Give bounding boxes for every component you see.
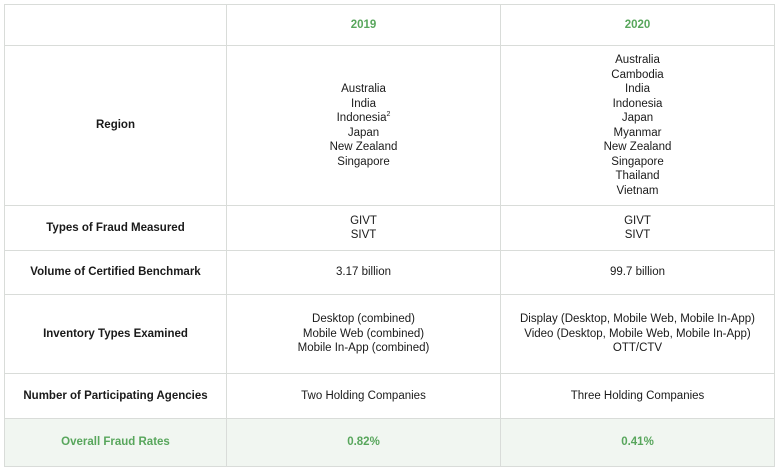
region-2020-item: India [625,83,650,95]
fraud-type-item: SIVT [624,229,651,241]
region-2019-item: Indonesia [336,112,387,124]
fraud-types-2020-cell: GIVT SIVT [500,205,775,251]
region-2019-item: India [351,97,376,110]
agencies-2019: Two Holding Companies [226,373,501,419]
header-2019: 2019 [226,4,501,46]
region-row: Region Australia India Indonesia2 Japan … [4,45,775,206]
header-row: 2019 2020 [4,4,775,46]
region-2019-item: New Zealand [329,141,398,153]
inventory-row: Inventory Types Examined Desktop (combin… [4,294,775,374]
agencies-2020: Three Holding Companies [500,373,775,419]
region-2020-cell: Australia Cambodia India Indonesia Japan… [500,45,775,206]
region-2020-item: Thailand [615,170,660,182]
region-2019-cell: Australia India Indonesia2 Japan New Zea… [226,45,501,206]
region-2020-item: Vietnam [616,184,659,197]
agencies-label: Number of Participating Agencies [4,373,227,419]
fraud-type-item: SIVT [350,229,377,241]
region-2019-item: Japan [347,126,380,139]
fraud-types-row: Types of Fraud Measured GIVT SIVT GIVT S… [4,205,775,251]
volume-label: Volume of Certified Benchmark [4,250,227,295]
benchmark-comparison-table: 2019 2020 Region Australia India Indones… [4,4,775,467]
region-2020-item: Myanmar [613,126,662,139]
agencies-row: Number of Participating Agencies Two Hol… [4,373,775,419]
fraud-types-2019-cell: GIVT SIVT [226,205,501,251]
region-2019-item-with-footnote: Indonesia2 [233,111,494,126]
region-2019-item: Australia [341,83,386,95]
inventory-2019-cell: Desktop (combined) Mobile Web (combined)… [226,294,501,374]
fraud-rate-2020: 0.41% [500,418,775,467]
footnote-marker: 2 [386,111,391,119]
region-label: Region [4,45,227,206]
fraud-rate-2019: 0.82% [226,418,501,467]
header-empty-cell [4,4,227,46]
fraud-type-item: GIVT [624,214,651,227]
fraud-rate-label: Overall Fraud Rates [4,418,227,467]
inventory-item: Video (Desktop, Mobile Web, Mobile In-Ap… [524,327,751,340]
header-2020: 2020 [500,4,775,46]
inventory-item: Mobile In-App (combined) [297,342,430,355]
volume-2020: 99.7 billion [500,250,775,295]
inventory-item: Display (Desktop, Mobile Web, Mobile In-… [520,313,755,326]
region-2020-item: Japan [621,112,654,124]
inventory-label: Inventory Types Examined [4,294,227,374]
volume-2019: 3.17 billion [226,250,501,295]
inventory-2020-cell: Display (Desktop, Mobile Web, Mobile In-… [500,294,775,374]
fraud-types-label: Types of Fraud Measured [4,205,227,251]
fraud-rate-row: Overall Fraud Rates 0.82% 0.41% [4,418,775,467]
region-2020-item: Cambodia [611,68,664,81]
inventory-item: OTT/CTV [612,342,663,355]
region-2019-item: Singapore [337,155,390,168]
inventory-item: Mobile Web (combined) [302,327,425,340]
region-2020-item: Singapore [611,155,664,168]
region-2020-item: New Zealand [603,141,672,153]
volume-row: Volume of Certified Benchmark 3.17 billi… [4,250,775,295]
fraud-type-item: GIVT [350,214,377,227]
inventory-item: Desktop (combined) [312,313,415,326]
region-2020-item: Australia [615,54,660,66]
region-2020-item: Indonesia [612,97,663,110]
